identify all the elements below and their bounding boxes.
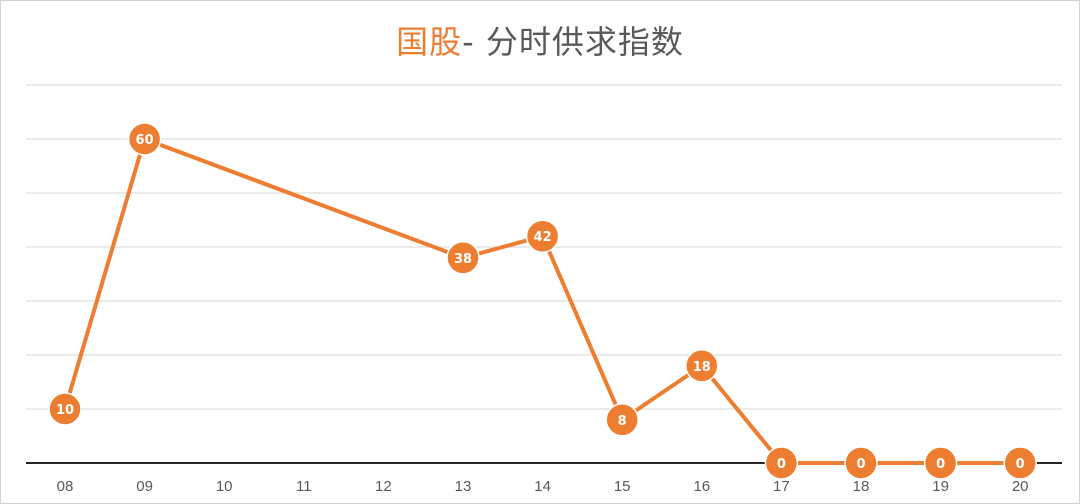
data-label: 0 [777, 457, 786, 472]
x-tick-label: 12 [375, 478, 392, 495]
series [63, 137, 1023, 465]
chart-title-highlight: 国股 [396, 23, 463, 61]
x-axis: 08 09 10 11 12 13 14 15 16 17 18 19 20 [26, 462, 1062, 495]
x-tick-label: 18 [853, 478, 870, 495]
data-label: 0 [936, 457, 945, 472]
x-tick-label: 14 [534, 478, 551, 495]
data-point [1003, 446, 1037, 480]
data-point [685, 349, 719, 383]
x-tick-label: 17 [773, 478, 790, 495]
chart-title: 国股- 分时供求指数 [0, 18, 1080, 66]
chart-title-rest: - 分时供求指数 [462, 23, 684, 61]
data-point [764, 446, 799, 480]
data-point [446, 241, 480, 275]
data-point [525, 219, 560, 253]
data-label: 38 [454, 252, 472, 267]
data-points: 10 60 38 42 8 18 0 0 0 0 [48, 122, 1037, 480]
data-label: 10 [56, 403, 74, 418]
data-point [127, 122, 162, 156]
x-tick-label: 16 [693, 478, 710, 495]
data-label: 0 [856, 457, 865, 472]
data-label: 42 [534, 230, 552, 245]
data-point [923, 446, 958, 480]
data-label: 8 [618, 414, 627, 429]
series-line [63, 137, 1023, 465]
x-tick-label: 13 [455, 478, 472, 495]
x-tick-label: 10 [216, 478, 233, 495]
x-tick-label: 11 [296, 478, 312, 495]
x-tick-label: 19 [932, 478, 949, 495]
data-label: 18 [693, 360, 711, 375]
x-tick-label: 20 [1012, 478, 1029, 495]
data-label: 60 [136, 133, 154, 148]
x-tick-label: 15 [614, 478, 631, 495]
data-point [844, 446, 878, 480]
data-label: 0 [1016, 457, 1025, 472]
data-point [48, 392, 82, 426]
data-point [605, 403, 639, 437]
x-tick-label: 08 [57, 478, 74, 495]
x-tick-label: 09 [136, 478, 153, 495]
